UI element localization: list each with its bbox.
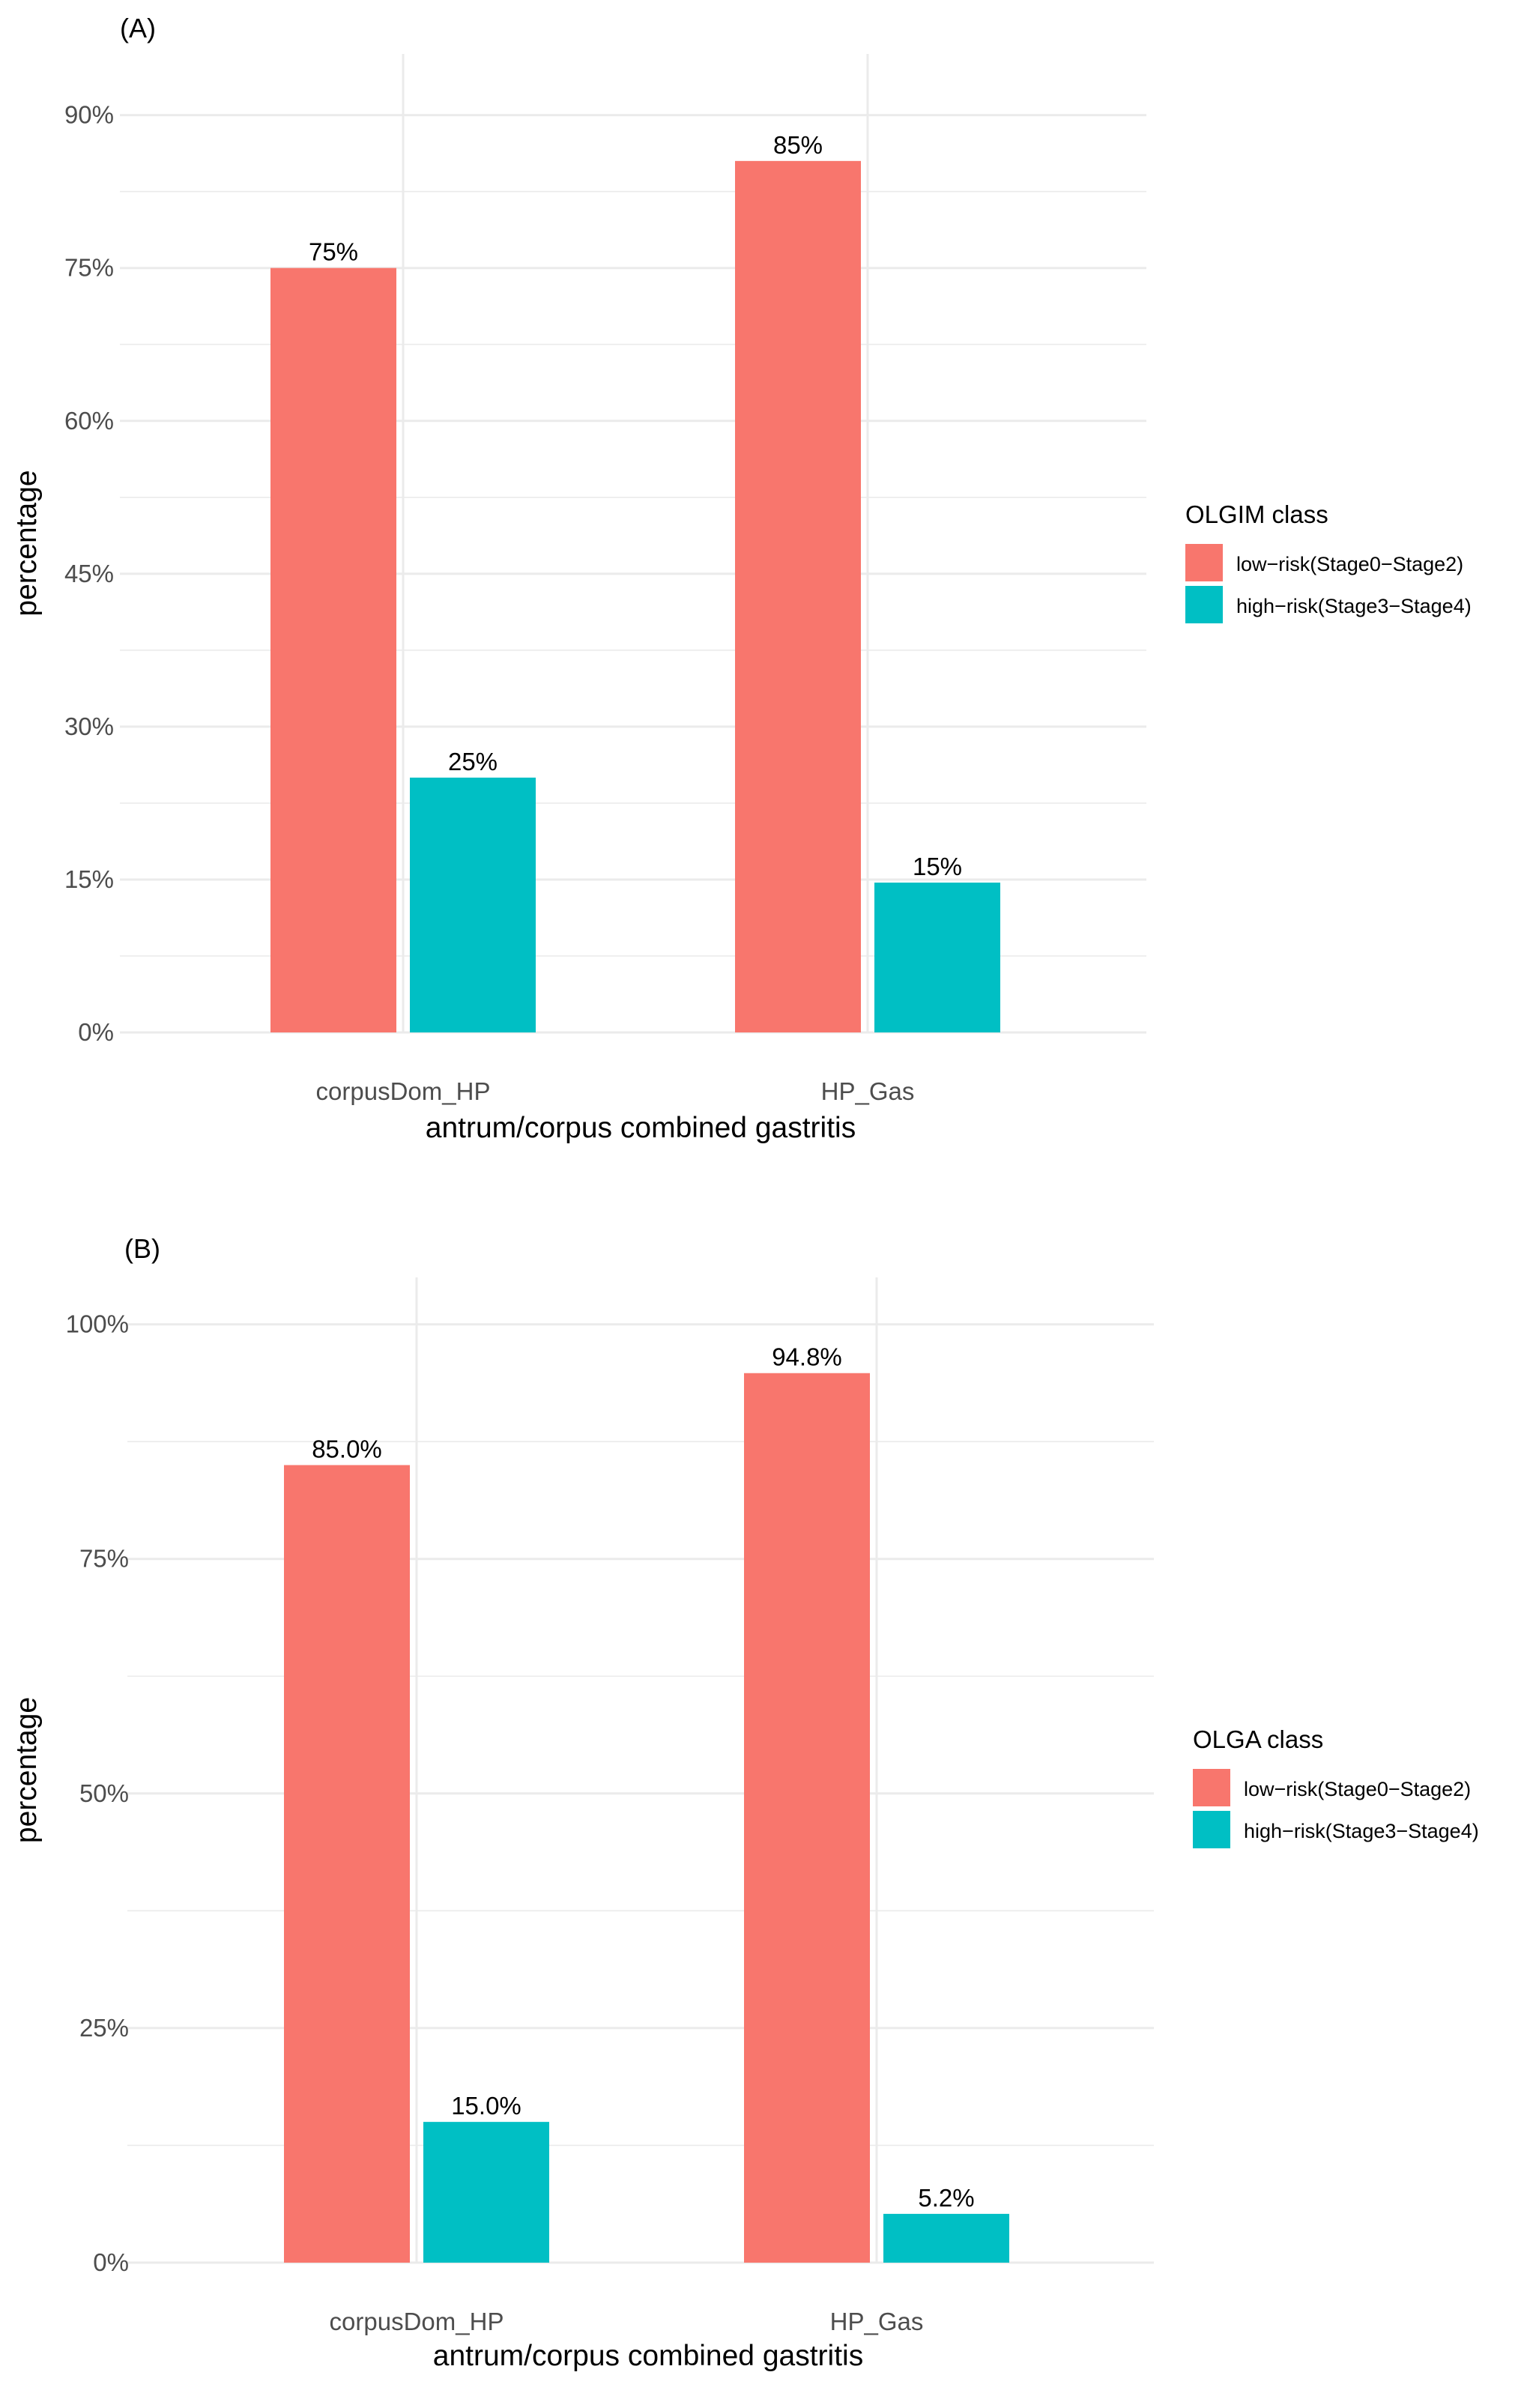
legend-label: low−risk(Stage0−Stage2) <box>1244 1778 1471 1800</box>
bar-data-label: 75% <box>309 238 358 266</box>
y-tick-label: 30% <box>64 713 114 740</box>
bar-low-risk <box>735 160 861 1032</box>
y-tick-label: 90% <box>64 101 114 129</box>
legend-title: OLGIM class <box>1185 500 1328 528</box>
x-axis-title: antrum/corpus combined gastritis <box>433 2340 863 2372</box>
bar-high-risk <box>874 883 1000 1032</box>
y-tick-label: 75% <box>64 254 114 282</box>
y-tick-label: 0% <box>93 2248 129 2276</box>
x-tick-label: HP_Gas <box>821 1077 915 1105</box>
x-tick-label: corpusDom_HP <box>330 2308 504 2335</box>
bar-high-risk <box>423 2122 549 2263</box>
y-tick-label: 45% <box>64 560 114 587</box>
x-axis-title: antrum/corpus combined gastritis <box>426 1112 856 1144</box>
bar-low-risk <box>270 267 396 1032</box>
y-tick-label: 100% <box>66 1310 129 1338</box>
chart-panel-a: 0% 15% 30% 45% 60% 75% 90% 75% 85% 25% 15% corpusDo… <box>10 13 1472 1144</box>
y-tick-label: 15% <box>64 865 114 893</box>
bar-data-label: 15% <box>913 853 962 880</box>
legend-key-low-risk <box>1193 1769 1230 1806</box>
bar-high-risk <box>410 777 536 1032</box>
y-tick-label: 25% <box>79 2014 129 2042</box>
legend-title: OLGA class <box>1193 1725 1323 1753</box>
bar-data-label: 85% <box>773 131 823 159</box>
bar-data-label: 5.2% <box>918 2184 974 2212</box>
bar-data-label: 85.0% <box>312 1435 382 1462</box>
y-tick-label: 0% <box>78 1018 114 1046</box>
legend-label: high−risk(Stage3−Stage4) <box>1236 595 1472 617</box>
bar-data-label: 94.8% <box>772 1343 842 1371</box>
x-tick-label: HP_Gas <box>830 2308 924 2335</box>
panel-label: (B) <box>124 1233 160 1264</box>
bar-high-risk <box>883 2213 1009 2263</box>
legend-key-high-risk <box>1193 1811 1230 1848</box>
bar-low-risk <box>744 1373 870 2263</box>
bar-data-label: 15.0% <box>451 2092 521 2120</box>
panel-label: (A) <box>120 13 156 43</box>
y-tick-label: 60% <box>64 407 114 435</box>
y-axis-title: percentage <box>10 470 43 616</box>
legend-key-high-risk <box>1185 586 1223 623</box>
legend-key-low-risk <box>1185 544 1223 581</box>
y-axis-title: percentage <box>10 1697 43 1843</box>
y-tick-label: 75% <box>79 1545 129 1573</box>
bar-low-risk <box>284 1465 410 2263</box>
y-tick-label: 50% <box>79 1779 129 1807</box>
bar-data-label: 25% <box>448 748 498 775</box>
x-tick-label: corpusDom_HP <box>316 1077 491 1105</box>
legend-label: high−risk(Stage3−Stage4) <box>1244 1820 1479 1842</box>
chart-panel-b: 0% 25% 50% 75% 100% 85.0% 94.8% 15.0% 5.2% corpus… <box>10 1233 1479 2372</box>
legend-label: low−risk(Stage0−Stage2) <box>1236 553 1463 575</box>
